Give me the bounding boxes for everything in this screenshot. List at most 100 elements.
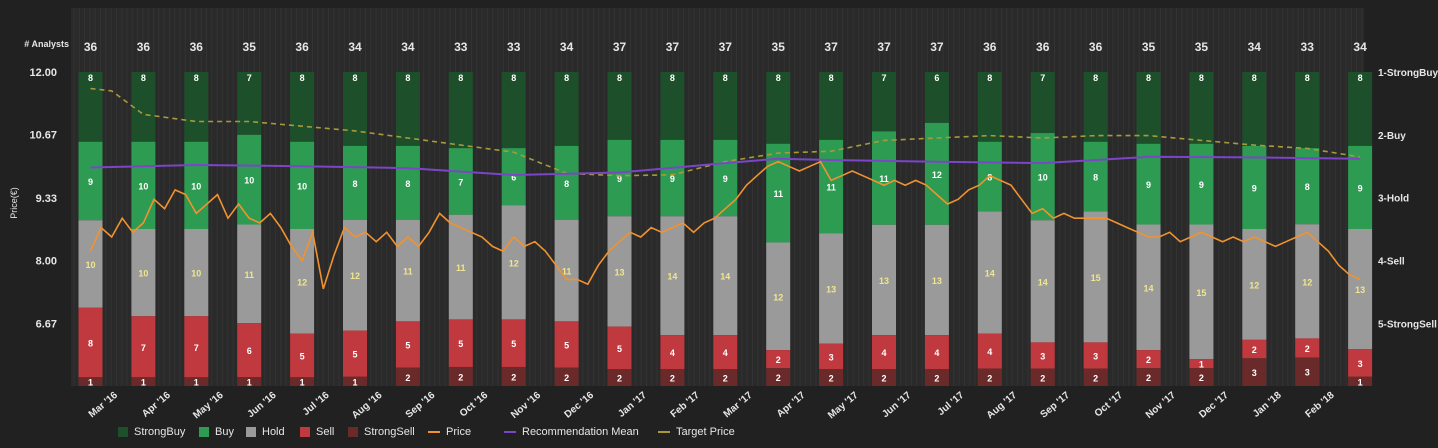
bar-label-hold: 12 — [350, 271, 360, 281]
bar-label-buy: 8 — [987, 173, 992, 183]
bar-segment-strongbuy — [1348, 72, 1373, 146]
bar-label-strongbuy: 8 — [194, 73, 199, 83]
x-tick-label: Oct '17 — [1093, 390, 1126, 420]
legend-item-strongsell[interactable]: StrongSell — [348, 421, 415, 443]
bar-label-buy: 10 — [297, 181, 307, 191]
bar-segment-strongsell — [1189, 368, 1214, 386]
bar-segment-buy — [1030, 133, 1055, 221]
bar-label-strongbuy: 8 — [511, 73, 516, 83]
x-tick-label: Nov '16 — [509, 390, 543, 421]
bar-segment-hold — [1189, 224, 1214, 360]
bar-label-sell: 7 — [141, 343, 146, 353]
bar-segment-strongbuy — [448, 72, 473, 149]
legend-label-buy: Buy — [215, 426, 234, 438]
analyst-count: 35 — [772, 40, 786, 54]
bar-segment-hold — [1136, 224, 1161, 351]
x-tick-label: Jul '17 — [936, 390, 967, 418]
bar-label-strongbuy: 8 — [458, 73, 463, 83]
bar-segment-sell — [1348, 349, 1373, 377]
bar-segment-strongsell — [766, 368, 791, 386]
y-right-tick-label: 5-StrongSell — [1378, 319, 1437, 330]
bar-segment-sell — [1030, 342, 1055, 369]
legend-item-strongbuy[interactable]: StrongBuy — [118, 421, 185, 443]
bar-label-strongbuy: 8 — [1358, 73, 1363, 83]
bar-label-strongsell: 2 — [617, 374, 622, 384]
y-left-tick-label: 12.00 — [29, 67, 57, 79]
bar-label-buy: 10 — [1038, 173, 1048, 183]
x-tick-label: Jun '17 — [880, 390, 913, 421]
bar-segment-hold — [1295, 224, 1320, 339]
legend-label-strongbuy: StrongBuy — [134, 426, 186, 438]
analyst-count: 37 — [930, 40, 944, 54]
bar-label-hold: 11 — [562, 267, 572, 277]
bar-label-buy: 9 — [1252, 183, 1257, 193]
bar-label-buy: 11 — [773, 189, 783, 199]
x-tick-label: Jun '16 — [245, 390, 278, 421]
bar-segment-sell — [395, 321, 420, 368]
bar-label-strongbuy: 8 — [617, 73, 622, 83]
bar-segment-sell — [872, 335, 896, 370]
bar-label-strongsell: 1 — [352, 377, 357, 387]
bar-label-strongsell: 2 — [564, 373, 569, 383]
bar-segment-strongbuy — [554, 72, 579, 146]
bar-segment-hold — [713, 216, 738, 336]
bar-label-strongsell: 2 — [1199, 373, 1204, 383]
bar-label-strongbuy: 8 — [829, 73, 834, 83]
legend-item-recommendation-mean[interactable]: Recommendation Mean — [504, 421, 639, 443]
analyst-count: 34 — [1353, 40, 1367, 54]
bar-segment-buy — [1242, 145, 1267, 229]
bar-label-sell: 7 — [194, 343, 199, 353]
legend-label-target-price: Target Price — [676, 426, 735, 438]
y-left-tick-label: 8.00 — [36, 256, 57, 268]
bar-label-buy: 9 — [617, 174, 622, 184]
x-tick-label: Jan '17 — [616, 390, 649, 420]
bar-label-sell: 3 — [829, 352, 834, 362]
legend-item-price[interactable]: Price — [428, 421, 471, 443]
analyst-count: 33 — [507, 40, 521, 54]
bar-segment-sell — [607, 326, 632, 370]
legend-item-hold[interactable]: Hold — [246, 421, 285, 443]
bar-segment-strongbuy — [872, 72, 896, 132]
bar-label-strongbuy: 8 — [1199, 73, 1204, 83]
x-tick-label: Jan '18 — [1251, 390, 1284, 420]
bar-label-buy: 8 — [352, 179, 357, 189]
legend-line-target-price — [658, 431, 670, 433]
x-tick-label: Nov '17 — [1144, 390, 1178, 421]
bar-label-buy: 8 — [1305, 182, 1310, 192]
bar-label-hold: 15 — [1196, 288, 1206, 298]
bar-segment-buy — [395, 145, 420, 220]
y-right-tick-label: 4-Sell — [1378, 256, 1405, 267]
bar-label-strongsell: 2 — [987, 373, 992, 383]
x-tick-label: Apr '16 — [140, 390, 173, 420]
bar-segment-strongsell — [924, 369, 949, 386]
legend-item-target-price[interactable]: Target Price — [658, 421, 735, 443]
bar-label-hold: 10 — [85, 260, 95, 270]
bar-label-strongbuy: 8 — [1252, 73, 1257, 83]
bar-label-strongsell: 1 — [1358, 377, 1363, 387]
bar-label-hold: 12 — [773, 292, 783, 302]
legend-swatch-hold — [246, 427, 256, 437]
bar-segment-strongsell — [184, 377, 209, 386]
legend-item-buy[interactable]: Buy — [199, 421, 234, 443]
bar-segment-strongbuy — [1136, 72, 1161, 144]
legend-swatch-buy — [199, 427, 209, 437]
legend-label-price: Price — [446, 426, 472, 438]
bar-segment-hold — [1242, 229, 1267, 340]
legend-item-sell[interactable]: Sell — [300, 421, 334, 443]
bar-segment-sell — [1189, 359, 1214, 369]
x-tick-label: Apr '17 — [775, 390, 808, 420]
analyst-count: 37 — [719, 40, 733, 54]
bar-label-strongsell: 2 — [1146, 373, 1151, 383]
x-tick-label: Dec '16 — [562, 390, 596, 421]
bar-label-buy: 7 — [458, 177, 463, 187]
bar-segment-buy — [501, 148, 526, 206]
bar-label-hold: 14 — [1038, 277, 1048, 287]
bar-segment-hold — [448, 214, 473, 320]
bar-segment-buy — [607, 139, 632, 217]
x-tick-label: Sep '17 — [1039, 390, 1073, 421]
bar-segment-sell — [554, 321, 579, 368]
bar-segment-buy — [343, 145, 367, 220]
bar-segment-sell — [924, 335, 949, 370]
y-left-tick-label: 9.33 — [36, 193, 57, 205]
bar-label-strongbuy: 8 — [723, 73, 728, 83]
